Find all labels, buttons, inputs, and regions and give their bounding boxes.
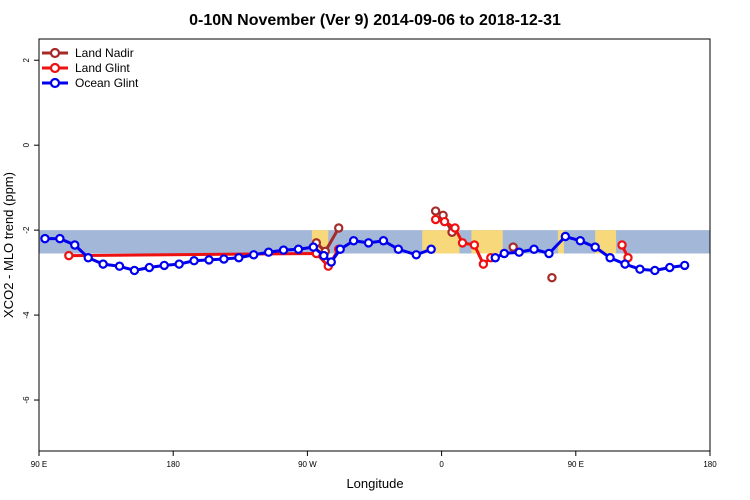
x-tick-label: 180 — [703, 460, 717, 469]
data-point — [426, 244, 436, 254]
x-tick-label: 90 E — [31, 460, 47, 469]
data-point — [665, 262, 675, 273]
data-point — [174, 259, 184, 269]
data-point — [650, 265, 660, 276]
legend-label: Ocean Glint — [75, 76, 139, 90]
data-point — [575, 236, 585, 246]
legend-marker — [49, 47, 61, 59]
data-point — [560, 231, 571, 242]
data-point — [335, 244, 345, 254]
x-tick-label: 90 E — [568, 460, 584, 469]
data-point — [55, 233, 65, 244]
data-point — [204, 255, 214, 265]
x-tick-label: 180 — [167, 460, 181, 469]
data-point — [334, 223, 344, 233]
y-tick-label: -4 — [22, 311, 31, 319]
legend-marker — [49, 77, 61, 89]
data-point — [490, 253, 500, 263]
data-point — [508, 242, 518, 252]
y-tick-label: -6 — [22, 396, 31, 404]
data-point — [620, 259, 630, 269]
land-patch — [471, 230, 503, 254]
data-point — [679, 260, 690, 271]
data-point — [40, 233, 50, 244]
data-point — [326, 257, 336, 267]
land-patch — [595, 230, 617, 254]
data-point — [70, 240, 80, 250]
data-point — [234, 253, 244, 263]
data-point — [114, 261, 125, 271]
data-point — [378, 236, 389, 246]
data-point — [547, 273, 557, 283]
plot-frame — [38, 38, 711, 452]
data-point — [263, 247, 274, 257]
y-tick-label: 0 — [22, 142, 31, 147]
legend-label: Land Nadir — [75, 46, 134, 60]
data-point — [478, 259, 489, 269]
y-tick-label: -2 — [22, 226, 31, 234]
series-ocean-glint — [40, 231, 690, 276]
data-point — [439, 216, 450, 227]
data-point — [635, 264, 645, 274]
legend-label: Land Glint — [75, 61, 130, 75]
data-point — [457, 238, 468, 248]
data-point — [144, 262, 155, 273]
data-point — [348, 236, 359, 246]
data-point — [430, 206, 441, 216]
x-axis-label: Longitude — [346, 476, 403, 491]
data-point — [514, 247, 524, 257]
data-point — [411, 250, 421, 260]
series-line — [44, 237, 432, 272]
x-tick-label: 0 — [439, 460, 444, 469]
data-point — [499, 248, 509, 259]
y-axis: 2 0 -2 -4 -6 — [22, 57, 39, 404]
data-point — [529, 244, 539, 254]
chart-title: 0-10N November (Ver 9) 2014-09-06 to 201… — [189, 12, 561, 29]
data-point — [430, 214, 441, 225]
data-point — [605, 253, 615, 263]
x-tick-label: 90 W — [298, 460, 317, 469]
data-point — [393, 244, 404, 254]
data-point — [469, 240, 480, 250]
data-point — [319, 250, 329, 261]
series-layer — [40, 206, 690, 283]
data-point — [249, 250, 259, 260]
legend-marker — [49, 62, 61, 74]
data-point — [278, 245, 289, 255]
x-axis: 90 E 180 90 W 0 90 E 180 — [31, 451, 717, 469]
data-point — [544, 248, 554, 259]
data-point — [129, 265, 140, 276]
data-point — [450, 223, 460, 233]
data-point — [64, 250, 74, 261]
data-point — [590, 242, 600, 252]
data-point — [293, 244, 304, 254]
data-point — [98, 259, 108, 269]
y-axis-label: XCO2 - MLO trend (ppm) — [1, 172, 16, 318]
data-point — [363, 238, 374, 248]
data-point — [219, 254, 229, 264]
y-tick-label: 2 — [22, 57, 31, 62]
data-point — [617, 240, 627, 250]
data-point — [83, 253, 93, 263]
data-point — [189, 256, 199, 266]
data-point — [308, 242, 319, 252]
data-point — [159, 260, 169, 271]
